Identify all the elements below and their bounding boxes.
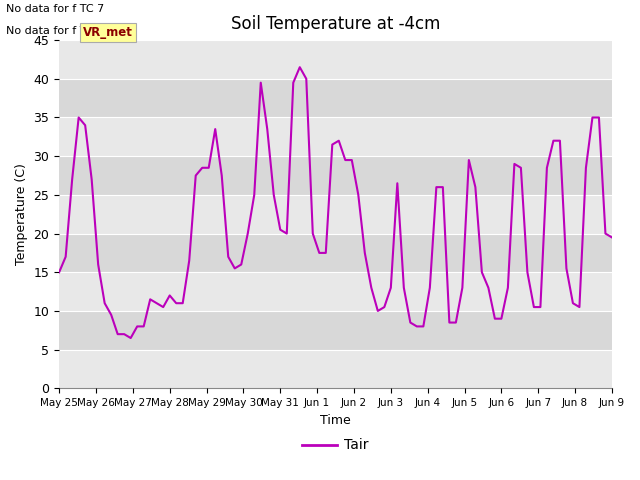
Legend: Tair: Tair	[297, 433, 374, 458]
Bar	[59, 311, 612, 349]
Bar	[59, 118, 612, 156]
Title: Soil Temperature at -4cm: Soil Temperature at -4cm	[231, 15, 440, 33]
Bar	[59, 40, 612, 79]
Bar	[59, 79, 612, 118]
Bar	[59, 272, 612, 311]
Text: No data for f TC 12: No data for f TC 12	[6, 26, 111, 36]
Bar	[59, 156, 612, 195]
Y-axis label: Temperature (C): Temperature (C)	[15, 163, 28, 265]
Bar	[59, 234, 612, 272]
Bar	[59, 195, 612, 234]
Text: VR_met: VR_met	[83, 26, 133, 39]
Bar	[59, 349, 612, 388]
Text: No data for f TC 7: No data for f TC 7	[6, 4, 105, 14]
X-axis label: Time: Time	[320, 414, 351, 427]
